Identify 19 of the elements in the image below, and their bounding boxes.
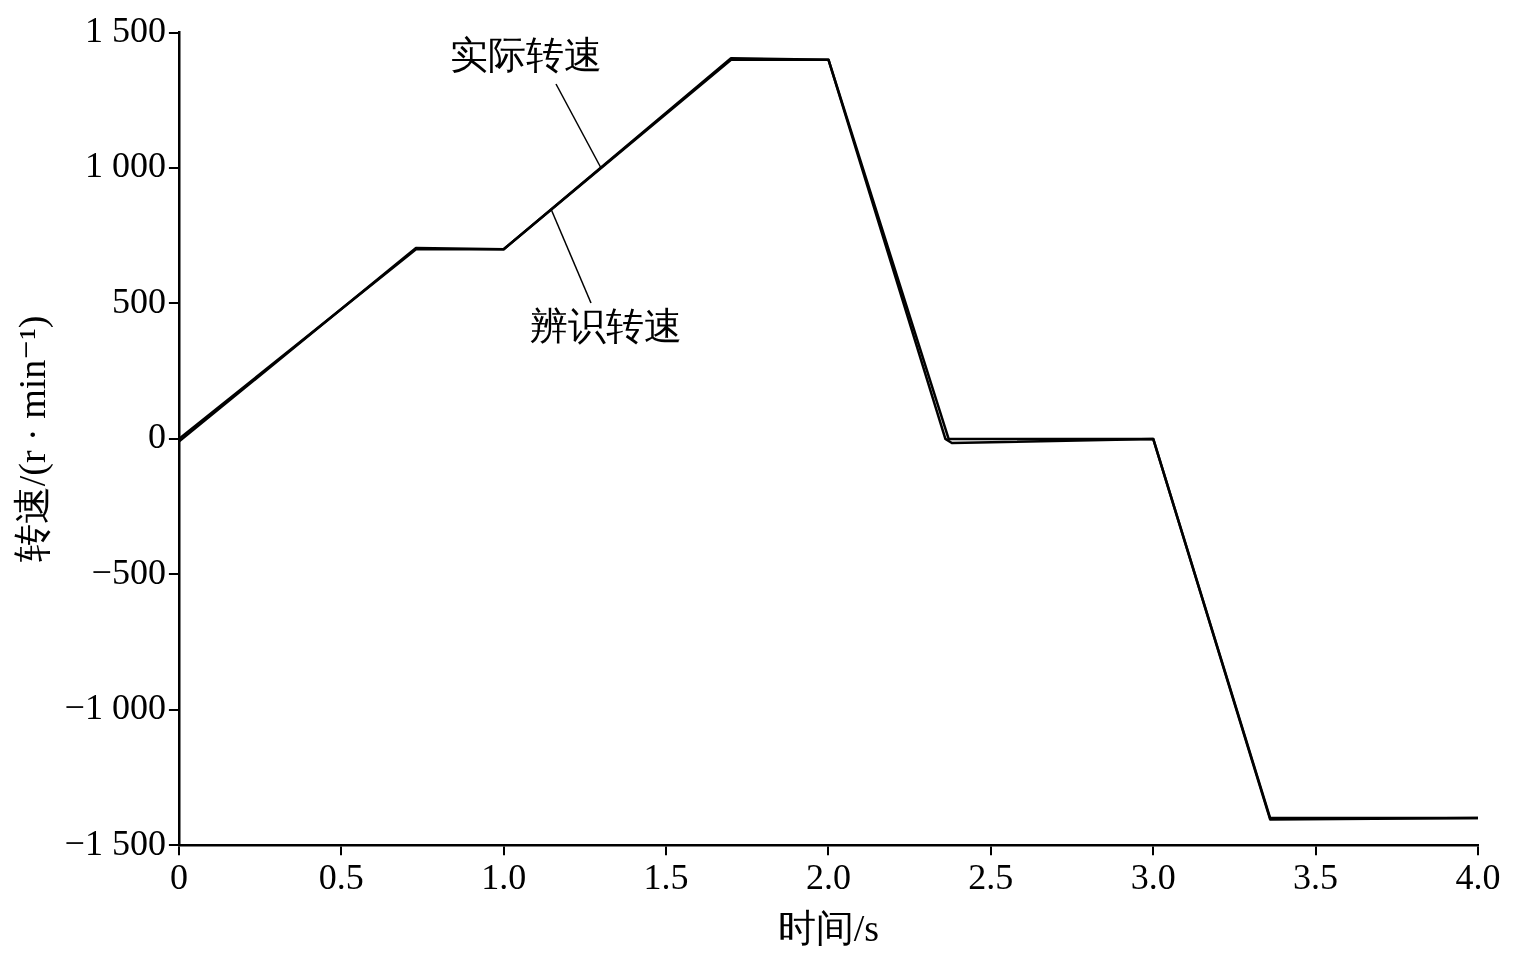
- x-axis-title: 时间/s: [777, 907, 880, 950]
- series-label: 辨识转速: [530, 305, 683, 348]
- x-tick-label: 3.5: [1293, 857, 1339, 898]
- y-tick-label: −500: [91, 551, 166, 592]
- x-tick-label: 0.5: [318, 857, 364, 898]
- y-axis-title: 转速/(r · min⁻¹): [10, 315, 54, 563]
- y-tick-label: −1 500: [64, 822, 166, 863]
- x-tick-label: 2.5: [968, 857, 1014, 898]
- y-tick-label: −1 000: [64, 687, 166, 728]
- y-tick-label: 1 500: [84, 10, 166, 51]
- series-label: 实际转速: [450, 33, 603, 76]
- y-tick-label: 0: [147, 416, 166, 457]
- x-tick-label: 1.0: [481, 857, 527, 898]
- y-tick-label: 1 000: [84, 145, 166, 186]
- x-tick-label: 1.5: [643, 857, 689, 898]
- y-tick-label: 500: [111, 280, 166, 321]
- x-tick-label: 3.0: [1130, 857, 1176, 898]
- x-tick-label: 4.0: [1455, 857, 1501, 898]
- x-tick-label: 2.0: [805, 857, 851, 898]
